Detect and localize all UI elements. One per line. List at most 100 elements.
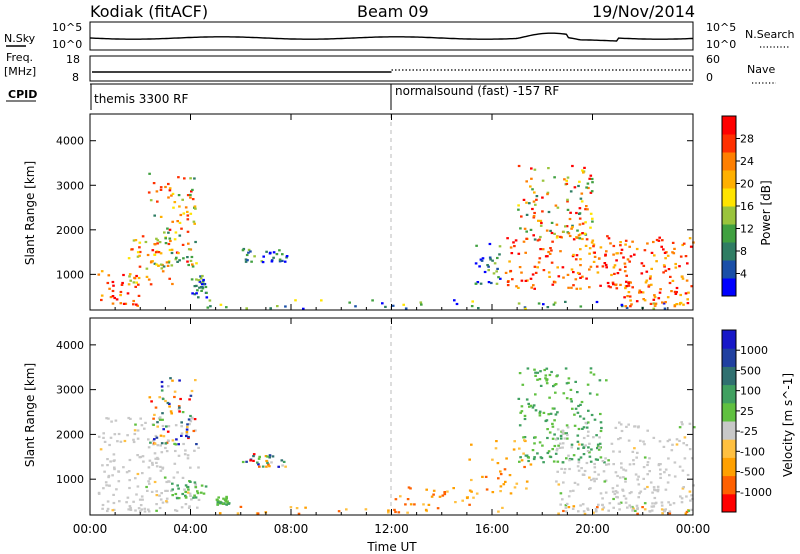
data-cell <box>97 491 101 494</box>
data-cell <box>242 247 246 251</box>
data-cell <box>556 411 559 414</box>
data-cell <box>194 486 198 489</box>
data-cell <box>182 257 185 260</box>
data-cell <box>669 275 672 278</box>
data-cell <box>590 413 594 417</box>
data-cell <box>157 264 160 267</box>
data-cell <box>680 421 683 424</box>
data-cell <box>538 378 542 381</box>
data-cell <box>616 474 619 478</box>
data-cell <box>597 473 600 476</box>
station-title: Kodiak (fitACF) <box>90 2 208 21</box>
data-cell <box>97 435 101 438</box>
data-cell <box>102 436 105 439</box>
data-cell <box>345 508 348 511</box>
data-cell <box>269 307 272 310</box>
data-cell <box>533 368 536 371</box>
data-cell <box>653 294 656 297</box>
data-cell <box>265 459 268 463</box>
data-cell <box>148 482 151 485</box>
data-cell <box>652 307 656 310</box>
data-cell <box>191 265 195 268</box>
data-cell <box>156 242 159 245</box>
data-cell <box>623 262 627 265</box>
data-cell <box>607 459 610 462</box>
data-cell <box>141 235 145 238</box>
data-cell <box>567 286 570 289</box>
data-cell <box>671 241 675 244</box>
data-cell <box>649 275 652 278</box>
data-cell <box>168 189 172 192</box>
data-cell <box>649 481 653 484</box>
data-cell <box>174 449 177 453</box>
data-cell <box>147 191 151 194</box>
data-cell <box>586 208 589 211</box>
data-cell <box>509 492 513 495</box>
data-cell <box>205 296 209 299</box>
data-cell <box>161 424 165 428</box>
data-cell <box>553 433 556 436</box>
data-cell <box>592 373 596 376</box>
data-cell <box>643 508 647 511</box>
data-cell <box>481 257 485 260</box>
data-cell <box>539 219 543 222</box>
data-cell <box>679 255 683 258</box>
data-cell <box>598 442 602 445</box>
data-cell <box>136 485 140 488</box>
data-cell <box>441 494 445 497</box>
data-cell <box>589 487 592 490</box>
data-cell <box>629 305 632 308</box>
data-cell <box>265 465 268 468</box>
data-cell <box>536 239 540 242</box>
data-cell <box>268 456 271 459</box>
data-cell <box>192 429 196 433</box>
data-cell <box>610 273 613 277</box>
data-cell <box>571 407 574 410</box>
data-cell <box>477 307 480 310</box>
data-cell <box>143 510 147 513</box>
data-cell <box>576 434 580 437</box>
data-cell <box>681 469 685 472</box>
data-cell <box>189 466 192 469</box>
data-cell <box>422 503 425 506</box>
data-cell <box>200 491 203 494</box>
data-cell <box>518 372 522 375</box>
data-cell <box>226 500 229 503</box>
data-cell <box>552 303 556 306</box>
colorbar-tick-label: 25 <box>740 405 754 418</box>
data-cell <box>371 299 374 302</box>
data-cell <box>117 432 121 436</box>
data-cell <box>153 262 157 265</box>
data-cell <box>672 502 676 505</box>
data-cell <box>598 436 601 439</box>
data-cell <box>589 371 593 374</box>
data-cell <box>578 217 582 220</box>
data-cell <box>159 498 163 501</box>
data-cell <box>502 483 506 486</box>
data-cell <box>168 402 171 405</box>
colorbar-tick-label: 4 <box>740 268 747 281</box>
data-cell <box>608 502 612 505</box>
data-cell <box>216 501 220 504</box>
x-tick-label: 20:00 <box>575 522 610 536</box>
data-cell <box>161 270 165 273</box>
data-cell <box>185 434 188 438</box>
data-cell <box>686 473 690 477</box>
data-cell <box>565 382 569 385</box>
data-cell <box>667 501 670 504</box>
data-cell <box>578 180 581 183</box>
data-cell <box>194 207 197 210</box>
data-cell <box>613 272 616 275</box>
data-cell <box>518 447 521 450</box>
data-cell <box>144 240 148 244</box>
data-cell <box>425 488 428 491</box>
data-cell <box>187 242 190 245</box>
data-cell <box>539 235 542 239</box>
data-cell <box>524 279 528 282</box>
data-cell <box>173 462 177 465</box>
data-cell <box>525 180 528 183</box>
data-cell <box>545 229 549 232</box>
data-cell <box>188 398 191 401</box>
data-cell <box>129 508 133 511</box>
